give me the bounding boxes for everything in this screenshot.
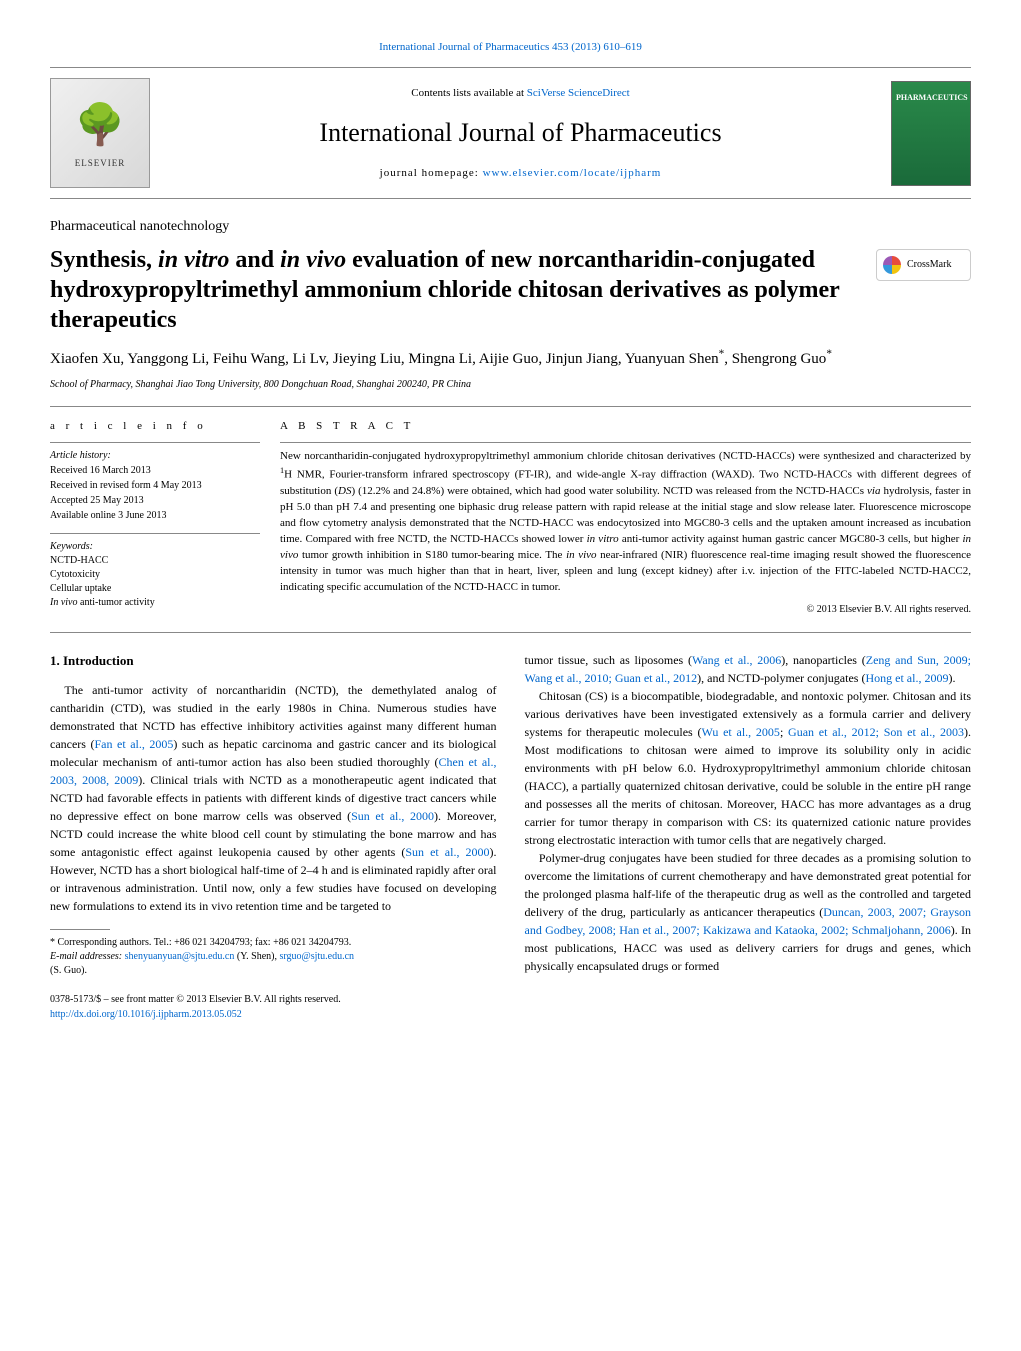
journal-header: 🌳 ELSEVIER Contents lists available at S… bbox=[50, 67, 971, 199]
email-link[interactable]: shenyuanyuan@sjtu.edu.cn bbox=[125, 951, 235, 962]
article-info-heading: a r t i c l e i n f o bbox=[50, 419, 260, 434]
top-citation-link[interactable]: International Journal of Pharmaceutics 4… bbox=[379, 41, 642, 53]
keyword: Cellular uptake bbox=[50, 583, 111, 594]
body-paragraph: tumor tissue, such as liposomes (Wang et… bbox=[525, 651, 972, 687]
citation-link[interactable]: Guan et al., 2012; Son et al., 2003 bbox=[788, 725, 964, 739]
crossmark-icon bbox=[883, 256, 901, 274]
citation-link[interactable]: Wu et al., 2005 bbox=[701, 725, 779, 739]
footnote-separator bbox=[50, 929, 110, 930]
keyword: In vivo anti-tumor activity bbox=[50, 597, 155, 608]
homepage-line: journal homepage: www.elsevier.com/locat… bbox=[150, 166, 891, 181]
journal-title: International Journal of Pharmaceutics bbox=[150, 115, 891, 151]
right-column: tumor tissue, such as liposomes (Wang et… bbox=[525, 651, 972, 1022]
article-info: a r t i c l e i n f o Article history: R… bbox=[50, 419, 280, 620]
crossmark-badge[interactable]: CrossMark bbox=[876, 249, 971, 281]
body-paragraph: Polymer-drug conjugates have been studie… bbox=[525, 849, 972, 975]
citation-link[interactable]: Sun et al., 2000 bbox=[405, 845, 489, 859]
keyword: Cytotoxicity bbox=[50, 569, 100, 580]
contents-prefix: Contents lists available at bbox=[411, 87, 526, 99]
tree-icon: 🌳 bbox=[75, 97, 125, 153]
doi-link[interactable]: http://dx.doi.org/10.1016/j.ijpharm.2013… bbox=[50, 1009, 242, 1020]
citation-link[interactable]: Sun et al., 2000 bbox=[351, 809, 434, 823]
abstract-text: New norcantharidin-conjugated hydroxypro… bbox=[280, 442, 971, 595]
publisher-name: ELSEVIER bbox=[75, 157, 126, 170]
footnote-text: * Corresponding authors. Tel.: +86 021 3… bbox=[50, 937, 351, 948]
contents-line: Contents lists available at SciVerse Sci… bbox=[150, 86, 891, 101]
crossmark-label: CrossMark bbox=[907, 258, 951, 272]
email-link[interactable]: srguo@sjtu.edu.cn bbox=[279, 951, 354, 962]
issn-line: 0378-5173/$ – see front matter © 2013 El… bbox=[50, 994, 341, 1005]
citation-link[interactable]: Hong et al., 2009 bbox=[865, 671, 948, 685]
authors-list: Xiaofen Xu, Yanggong Li, Feihu Wang, Li … bbox=[50, 347, 971, 370]
body-paragraph: Chitosan (CS) is a biocompatible, biodeg… bbox=[525, 687, 972, 849]
bottom-meta: 0378-5173/$ – see front matter © 2013 El… bbox=[50, 992, 497, 1022]
publisher-logo[interactable]: 🌳 ELSEVIER bbox=[50, 78, 150, 188]
abstract-heading: A B S T R A C T bbox=[280, 419, 971, 434]
running-header: International Journal of Pharmaceutics 4… bbox=[50, 40, 971, 55]
email-label: E-mail addresses: bbox=[50, 951, 125, 962]
journal-cover-thumbnail[interactable]: PHARMACEUTICS bbox=[891, 81, 971, 186]
body-paragraph: The anti-tumor activity of norcantharidi… bbox=[50, 681, 497, 915]
history-label: Article history: bbox=[50, 449, 260, 463]
left-column: 1. Introduction The anti-tumor activity … bbox=[50, 651, 497, 1022]
history-online: Available online 3 June 2013 bbox=[50, 509, 260, 523]
keywords-label: Keywords: bbox=[50, 541, 93, 552]
body-columns: 1. Introduction The anti-tumor activity … bbox=[50, 651, 971, 1022]
history-accepted: Accepted 25 May 2013 bbox=[50, 494, 260, 508]
paper-title: Synthesis, in vitro and in vivo evaluati… bbox=[50, 245, 860, 335]
keyword: NCTD-HACC bbox=[50, 555, 108, 566]
history-received: Received 16 March 2013 bbox=[50, 464, 260, 478]
sciencedirect-link[interactable]: SciVerse ScienceDirect bbox=[527, 87, 630, 99]
article-section-label: Pharmaceutical nanotechnology bbox=[50, 217, 971, 237]
history-revised: Received in revised form 4 May 2013 bbox=[50, 479, 260, 493]
section-heading: 1. Introduction bbox=[50, 651, 497, 671]
abstract: A B S T R A C T New norcantharidin-conju… bbox=[280, 419, 971, 620]
homepage-prefix: journal homepage: bbox=[380, 167, 483, 179]
homepage-link[interactable]: www.elsevier.com/locate/ijpharm bbox=[483, 167, 662, 179]
corresponding-author-footnote: * Corresponding authors. Tel.: +86 021 3… bbox=[50, 936, 497, 978]
citation-link[interactable]: Wang et al., 2006 bbox=[692, 653, 781, 667]
citation-link[interactable]: Fan et al., 2005 bbox=[95, 737, 174, 751]
affiliation: School of Pharmacy, Shanghai Jiao Tong U… bbox=[50, 378, 971, 392]
cover-title: PHARMACEUTICS bbox=[896, 92, 966, 103]
abstract-copyright: © 2013 Elsevier B.V. All rights reserved… bbox=[280, 603, 971, 617]
